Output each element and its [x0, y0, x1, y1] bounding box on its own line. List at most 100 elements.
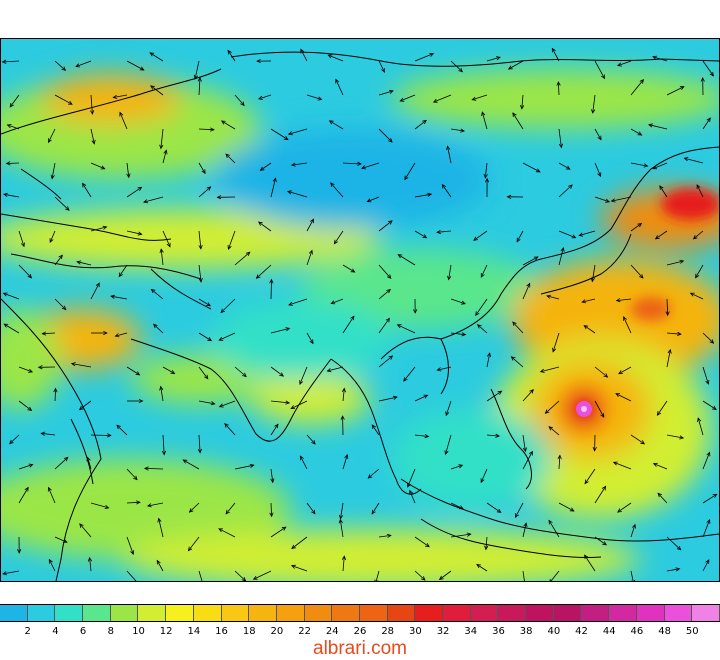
wind-arrow-head	[476, 563, 481, 569]
wind-arrow	[144, 468, 164, 470]
legend-tick-label: 20	[270, 626, 284, 637]
wind-arrow	[329, 120, 344, 130]
wind-arrow	[666, 260, 684, 266]
wind-arrow	[234, 570, 246, 581]
wind-arrow	[616, 298, 632, 301]
legend-swatch	[415, 605, 443, 621]
wind-arrow	[342, 316, 355, 334]
wind-arrow	[630, 434, 645, 445]
legend-swatch	[110, 605, 139, 621]
color-legend: 2 4 6 8 10 12 14 16 18 20 22 24 26 28 30 32 34 36 38 40 42 44…	[0, 604, 720, 644]
wind-arrow-head	[218, 403, 224, 408]
wind-arrow-head	[657, 492, 663, 498]
wind-arrow	[414, 120, 427, 130]
wind-arrow-head	[623, 316, 627, 321]
wind-arrow	[48, 487, 56, 504]
wind-arrow-head	[274, 423, 279, 429]
wind-arrow	[198, 230, 202, 249]
wind-arrow-head	[446, 145, 451, 151]
wind-arrow	[3, 323, 20, 334]
wind-arrow-head	[696, 184, 701, 189]
wind-arrow	[149, 52, 164, 62]
wind-arrow-head	[281, 526, 287, 531]
wind-arrow	[54, 457, 69, 470]
wind-arrow	[89, 557, 92, 572]
wind-arrow	[666, 349, 671, 368]
legend-swatch	[304, 605, 333, 621]
wind-arrow-head	[603, 373, 609, 378]
wind-arrow-head	[216, 195, 222, 200]
wind-arrow-head	[341, 387, 346, 393]
wind-arrow-head	[528, 450, 533, 456]
wind-arrow	[414, 570, 426, 581]
wind-arrow	[219, 400, 236, 408]
wind-arrow-head	[709, 339, 715, 344]
wind-arrow-head	[612, 461, 618, 466]
wind-arrow-head	[328, 120, 334, 125]
wind-arrow-head	[49, 238, 54, 244]
wind-arrow-head	[648, 123, 653, 128]
wind-vectors	[1, 47, 718, 581]
wind-arrow-head	[150, 85, 155, 90]
wind-arrow-head	[597, 135, 602, 141]
wind-arrow-head	[471, 96, 477, 101]
wind-arrow-head	[539, 368, 545, 373]
legend-swatch	[692, 605, 720, 621]
wind-arrow-head	[119, 111, 124, 117]
wind-arrow-head	[512, 321, 517, 327]
legend-tick-labels: 2 4 6 8 10 12 14 16 18 20 22 24 26 28 30 32 34 36 38 40 42 44…	[0, 626, 720, 640]
wind-arrow	[480, 264, 488, 278]
wind-arrow	[79, 523, 92, 538]
wind-arrow-head	[548, 426, 554, 431]
wind-arrow-head	[137, 186, 143, 191]
wind-arrow	[486, 56, 501, 62]
wind-arrow	[558, 502, 574, 512]
wind-arrow	[299, 366, 308, 385]
wind-arrow	[485, 536, 488, 550]
wind-arrow-head	[48, 138, 52, 144]
wind-arrow-head	[61, 66, 67, 71]
wind-arrow-head	[475, 311, 480, 317]
wind-arrow	[158, 518, 164, 538]
wind-arrow-head	[461, 300, 466, 305]
wind-arrow-head	[91, 139, 96, 145]
wind-arrow-head	[197, 76, 202, 82]
wind-arrow	[653, 463, 668, 470]
wind-arrow-head	[249, 463, 255, 468]
wind-arrow-head	[118, 272, 123, 278]
wind-arrow	[630, 524, 636, 538]
wind-arrow	[342, 162, 362, 165]
coastlines	[1, 51, 719, 581]
wind-arrow	[2, 570, 20, 575]
wind-arrow-head	[218, 336, 224, 341]
legend-swatch	[387, 605, 416, 621]
wind-arrow	[126, 186, 142, 198]
wind-arrow	[655, 230, 668, 240]
wind-arrow-head	[330, 182, 335, 188]
wind-arrow	[306, 434, 316, 445]
wind-arrow	[7, 124, 20, 130]
wind-arrow	[516, 230, 524, 242]
wind-arrow-head	[299, 455, 304, 461]
wind-arrow	[522, 389, 534, 402]
legend-tick-label: 26	[353, 626, 367, 637]
wind-arrow-head	[436, 229, 441, 235]
wind-arrow	[116, 425, 128, 436]
wind-arrow-head	[142, 199, 148, 204]
wind-arrow-head	[37, 365, 43, 370]
wind-arrow-head	[444, 450, 449, 456]
wind-arrow-head	[114, 333, 120, 338]
wind-arrow-head	[590, 277, 595, 283]
wind-arrow	[18, 230, 25, 247]
wind-arrow-head	[529, 389, 534, 394]
wind-arrow-head	[161, 450, 167, 456]
wind-arrow-head	[350, 315, 355, 321]
wind-arrow	[414, 53, 434, 62]
wind-arrow-head	[689, 292, 695, 297]
wind-arrow	[582, 298, 596, 303]
wind-arrow-head	[341, 555, 347, 561]
wind-arrow-head	[116, 424, 121, 430]
wind-arrow-head	[578, 232, 584, 237]
wind-arrow	[486, 390, 502, 402]
wind-arrow	[234, 251, 251, 266]
